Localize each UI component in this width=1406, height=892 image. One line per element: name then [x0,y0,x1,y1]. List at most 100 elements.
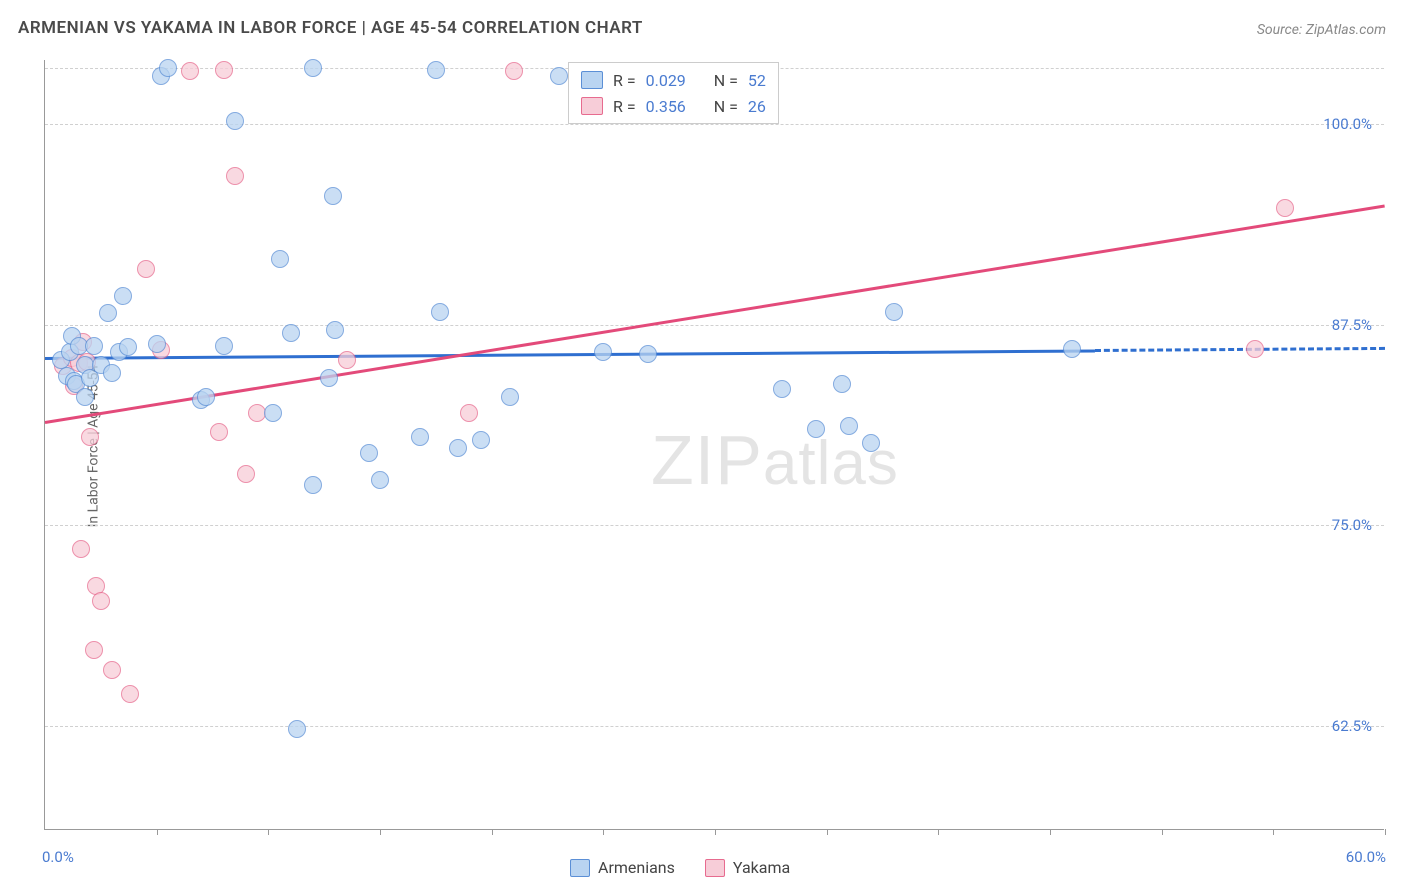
data-point [264,404,282,422]
legend-swatch [705,859,725,877]
x-tick [938,829,939,835]
legend-stat-row: R = 0.029 N = 52 [581,67,766,93]
legend-swatch [581,97,603,115]
data-point [159,59,177,77]
legend-swatch [581,71,603,89]
data-point [210,423,228,441]
data-point [282,324,300,342]
data-point [114,287,132,305]
data-point [1276,199,1294,217]
data-point [472,431,490,449]
data-point [338,351,356,369]
data-point [460,404,478,422]
legend-series-item: Yakama [705,858,790,877]
data-point [215,337,233,355]
data-point [72,540,90,558]
x-tick [1162,829,1163,835]
legend-n-value: 26 [748,97,766,116]
data-point [81,428,99,446]
legend-n-value: 52 [748,71,766,90]
data-point [215,61,233,79]
data-point [371,471,389,489]
x-tick [380,829,381,835]
legend-series-label: Yakama [733,858,790,877]
data-point [1063,340,1081,358]
data-point [449,439,467,457]
data-point [807,420,825,438]
legend-series: Armenians Yakama [570,858,790,877]
data-point [237,465,255,483]
data-point [840,417,858,435]
data-point [304,476,322,494]
data-point [1246,340,1264,358]
data-point [594,343,612,361]
data-point [119,338,137,356]
data-point [85,641,103,659]
legend-n-label: N = [714,97,738,116]
legend-r-value: 0.356 [646,97,686,116]
data-point [288,720,306,738]
legend-stat-row: R = 0.356 N = 26 [581,93,766,119]
data-point [197,388,215,406]
watermark: ZIPatlas [651,420,899,500]
data-point [137,260,155,278]
y-tick-label: 75.0% [1332,516,1372,534]
legend-r-label: R = [613,71,636,90]
legend-series-item: Armenians [570,858,675,877]
x-min-label: 0.0% [42,848,74,866]
data-point [773,380,791,398]
data-point [411,428,429,446]
data-point [76,388,94,406]
trend-line [1095,347,1385,352]
x-tick [1273,829,1274,835]
data-point [103,364,121,382]
y-tick-label: 100.0% [1323,115,1372,133]
data-point [226,167,244,185]
data-point [92,592,110,610]
legend-n-label: N = [714,71,738,90]
gridline [45,124,1384,125]
watermark-zip: ZIP [651,421,763,499]
x-tick [603,829,604,835]
data-point [833,375,851,393]
data-point [427,61,445,79]
data-point [99,304,117,322]
source-label: Source: ZipAtlas.com [1257,22,1386,38]
y-tick-label: 87.5% [1332,316,1372,334]
trend-line [45,204,1385,424]
data-point [501,388,519,406]
legend-r-value: 0.029 [646,71,686,90]
x-max-label: 60.0% [1346,848,1386,866]
data-point [639,345,657,363]
data-point [885,303,903,321]
data-point [320,369,338,387]
data-point [103,661,121,679]
legend-stats: R = 0.029 N = 52 R = 0.356 N = 26 [568,62,779,124]
x-tick [1050,829,1051,835]
x-tick [492,829,493,835]
x-tick [715,829,716,835]
data-point [326,321,344,339]
data-point [862,434,880,452]
x-tick [827,829,828,835]
data-point [304,59,322,77]
data-point [148,335,166,353]
x-tick [157,829,158,835]
gridline [45,726,1384,727]
data-point [181,62,199,80]
plot-area: ZIPatlas 62.5% 75.0% 87.5% 100.0% [44,60,1384,830]
legend-series-label: Armenians [598,858,675,877]
chart-title: ARMENIAN VS YAKAMA IN LABOR FORCE | AGE … [18,18,643,38]
x-tick [268,829,269,835]
x-tick [1385,829,1386,835]
data-point [505,62,523,80]
data-point [271,250,289,268]
data-point [431,303,449,321]
data-point [121,685,139,703]
data-point [360,444,378,462]
legend-r-label: R = [613,97,636,116]
gridline [45,325,1384,326]
y-tick-label: 62.5% [1332,717,1372,735]
data-point [85,337,103,355]
data-point [550,67,568,85]
